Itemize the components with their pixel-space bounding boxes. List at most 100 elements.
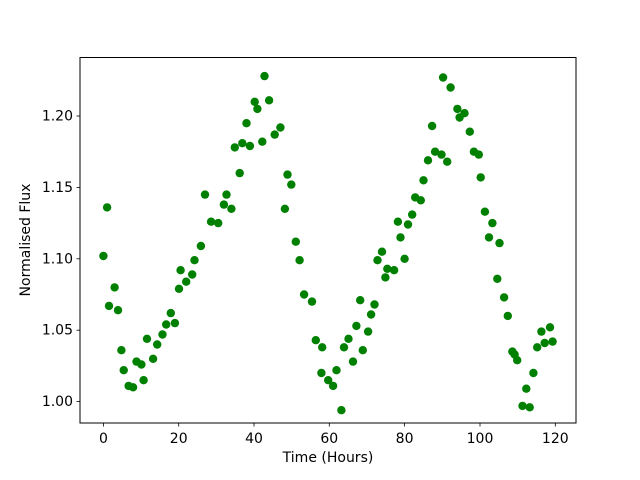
data-point	[153, 340, 162, 349]
data-points-layer	[99, 71, 557, 415]
data-point	[280, 204, 290, 213]
data-point	[222, 190, 231, 199]
data-point	[513, 356, 522, 365]
data-point	[230, 143, 239, 152]
data-point	[148, 354, 158, 363]
data-point	[328, 381, 338, 391]
data-point	[253, 104, 262, 114]
data-point	[525, 403, 534, 412]
data-point	[540, 338, 549, 348]
data-point	[235, 168, 244, 178]
data-point	[250, 97, 259, 107]
data-point	[295, 256, 304, 265]
data-point	[291, 237, 300, 246]
data-point	[260, 71, 269, 81]
data-point	[227, 204, 236, 213]
data-point	[383, 264, 392, 273]
data-point	[283, 170, 292, 179]
data-point	[408, 210, 417, 219]
data-point	[318, 343, 327, 352]
data-point	[403, 220, 413, 229]
data-point	[174, 284, 184, 293]
data-point	[416, 196, 425, 205]
data-point	[276, 123, 285, 132]
axes-frame-layer	[79, 57, 577, 424]
data-point	[339, 343, 349, 352]
data-point	[522, 384, 531, 393]
data-point	[182, 277, 191, 286]
data-point	[324, 376, 333, 385]
x-tick-label: 40	[245, 431, 263, 447]
x-tick-label: 100	[467, 431, 494, 447]
data-point	[499, 293, 509, 302]
data-point	[242, 119, 251, 128]
data-point	[495, 238, 504, 248]
data-point	[377, 247, 387, 256]
data-point	[348, 357, 358, 366]
data-point	[299, 290, 309, 299]
data-point	[396, 233, 405, 242]
y-tick-label: 1.10	[42, 251, 73, 267]
data-point	[119, 366, 128, 375]
plot-frame	[79, 57, 577, 424]
data-point	[110, 283, 119, 292]
data-point	[270, 130, 279, 139]
data-point	[113, 306, 123, 315]
data-point	[196, 241, 206, 251]
data-point	[518, 401, 527, 411]
data-point	[443, 157, 452, 166]
data-point	[99, 251, 108, 261]
data-point	[337, 406, 346, 415]
data-point	[190, 256, 199, 265]
y-tick-label: 1.00	[42, 394, 73, 410]
data-point	[493, 274, 502, 283]
data-point	[332, 366, 341, 375]
data-point	[214, 218, 223, 228]
data-point	[437, 150, 446, 159]
data-point	[366, 310, 376, 319]
y-tick-label: 1.20	[42, 109, 73, 125]
data-point	[427, 121, 437, 131]
data-point	[480, 207, 490, 216]
data-point	[287, 180, 296, 189]
data-point	[438, 73, 448, 82]
axis-ticks-layer: 0 20 40 60 80 100 120 1.00 1.05 1.10 1.15 1.20	[42, 109, 569, 448]
data-point	[166, 308, 175, 318]
data-point	[474, 150, 483, 159]
data-point	[465, 127, 474, 136]
data-point	[453, 104, 462, 114]
data-point	[311, 336, 320, 345]
x-tick-label: 60	[320, 431, 338, 447]
data-point	[430, 147, 440, 156]
data-point	[476, 173, 485, 182]
data-point	[142, 334, 152, 343]
data-point	[352, 321, 361, 331]
x-tick-label: 120	[542, 431, 569, 447]
data-point	[419, 176, 428, 185]
data-point	[545, 323, 555, 332]
data-point	[529, 368, 538, 378]
data-point	[162, 320, 171, 329]
data-point	[258, 137, 267, 146]
data-point	[446, 83, 455, 92]
data-point	[139, 376, 148, 385]
data-point	[176, 266, 185, 275]
data-point	[537, 327, 546, 336]
data-point	[104, 301, 114, 311]
data-point	[533, 343, 542, 352]
data-point	[170, 318, 180, 328]
data-point	[128, 383, 138, 392]
data-point	[317, 368, 326, 378]
data-point	[307, 297, 317, 306]
data-point	[358, 346, 367, 355]
y-tick-label: 1.15	[42, 180, 73, 196]
data-point	[393, 217, 403, 226]
data-point	[137, 360, 146, 369]
data-point	[370, 300, 379, 309]
data-point	[484, 233, 494, 242]
y-tick-label: 1.05	[42, 323, 73, 339]
x-axis-label: Time (Hours)	[282, 450, 374, 466]
data-point	[423, 156, 433, 165]
